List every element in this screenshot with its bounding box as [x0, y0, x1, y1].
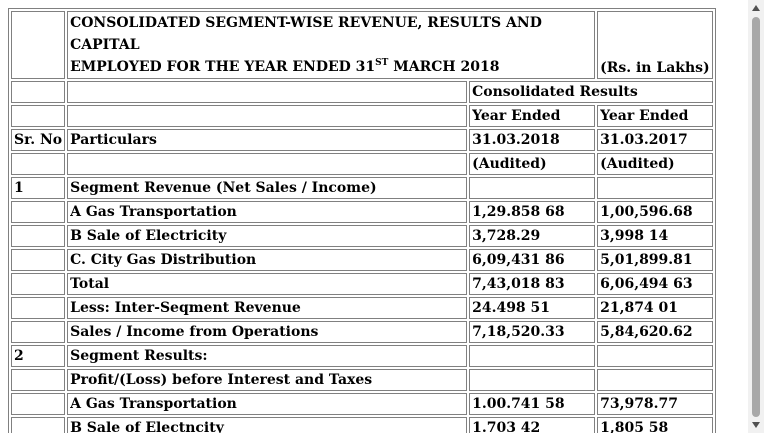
- row-value-2018: 3,728.29: [469, 225, 596, 247]
- col-year-ended-2017: Year Ended: [597, 105, 713, 127]
- row-particular: B Sale of Electricity: [67, 225, 468, 247]
- title-text: EMPLOYED FOR THE YEAR ENDED 31: [70, 59, 376, 75]
- table-row: Profit/(Loss) before Interest and Taxes: [11, 369, 713, 391]
- scrollbar-thumb[interactable]: [752, 17, 760, 417]
- row-particular: A Gas Transportation: [67, 393, 468, 415]
- table-row: A Gas Transportation 1,29.858 68 1,00,596.…: [11, 201, 713, 223]
- row-value-2017: [597, 345, 713, 367]
- group-header-row: Consolidated Results: [11, 81, 713, 103]
- row-value-2018: 1.00.741 58: [469, 393, 596, 415]
- table-row: 2 Segment Results:: [11, 345, 713, 367]
- empty-cell: [11, 11, 66, 79]
- col-audited-2018: (Audited): [469, 153, 596, 175]
- row-value-2018: 1,29.858 68: [469, 201, 596, 223]
- col-year-ended-2018: Year Ended: [469, 105, 596, 127]
- row-value-2017: [597, 177, 713, 199]
- table-row: C. City Gas Distribution 6,09,431 86 5,01,…: [11, 249, 713, 271]
- row-sr-no: 2: [11, 345, 66, 367]
- row-value-2017: 73,978.77: [597, 393, 713, 415]
- table-row: Sales / Income from Operations 7,18,520.3…: [11, 321, 713, 343]
- table-row: Total 7,43,018 83 6,06,494 63: [11, 273, 713, 295]
- report-title-line-1: CONSOLIDATED SEGMENT-WISE REVENUE, RESUL…: [70, 15, 542, 53]
- row-value-2018: [469, 177, 596, 199]
- year-ended-row: Year Ended Year Ended: [11, 105, 713, 127]
- row-sr-no: [11, 417, 66, 433]
- row-value-2018: 24.498 51: [469, 297, 596, 319]
- row-particular: Segment Revenue (Net Sales / Income): [67, 177, 468, 199]
- vertical-scrollbar[interactable]: [748, 0, 764, 433]
- row-value-2018: 1.703 42: [469, 417, 596, 433]
- table-row: A Gas Transportation 1.00.741 58 73,978.77: [11, 393, 713, 415]
- row-particular: Less: Inter-Seqment Revenue: [67, 297, 468, 319]
- col-audited-2017: (Audited): [597, 153, 713, 175]
- row-value-2018: 7,43,018 83: [469, 273, 596, 295]
- row-sr-no: [11, 321, 66, 343]
- row-sr-no: [11, 225, 66, 247]
- empty-cell: [11, 105, 66, 127]
- row-sr-no: [11, 393, 66, 415]
- row-value-2017: 5,01,899.81: [597, 249, 713, 271]
- data-rows: 1 Segment Revenue (Net Sales / Income) A G…: [11, 177, 713, 433]
- unit-label: (Rs. in Lakhs): [597, 11, 713, 79]
- title-text-end: MARCH 2018: [388, 59, 500, 75]
- col-sr-no: Sr. No: [11, 129, 66, 151]
- row-particular: B Sale of Electncity: [67, 417, 468, 433]
- title-superscript: ST: [375, 58, 389, 68]
- row-sr-no: [11, 297, 66, 319]
- row-value-2018: 7,18,520.33: [469, 321, 596, 343]
- scroll-down-arrow-icon[interactable]: [752, 422, 760, 428]
- row-particular: Segment Results:: [67, 345, 468, 367]
- row-particular: Total: [67, 273, 468, 295]
- empty-cell: [67, 105, 468, 127]
- row-sr-no: 1: [11, 177, 66, 199]
- table-row: Less: Inter-Seqment Revenue 24.498 51 21,8…: [11, 297, 713, 319]
- row-value-2018: [469, 345, 596, 367]
- row-value-2017: 21,874 01: [597, 297, 713, 319]
- group-header: Consolidated Results: [469, 81, 713, 103]
- empty-cell: [67, 153, 468, 175]
- table-row: B Sale of Electncity 1.703 42 1,805 58: [11, 417, 713, 433]
- row-sr-no: [11, 249, 66, 271]
- report-title: CONSOLIDATED SEGMENT-WISE REVENUE, RESUL…: [67, 11, 596, 79]
- row-value-2017: 5,84,620.62: [597, 321, 713, 343]
- row-particular: Profit/(Loss) before Interest and Taxes: [67, 369, 468, 391]
- document-viewport: CONSOLIDATED SEGMENT-WISE REVENUE, RESUL…: [8, 8, 716, 433]
- report-title-line-2: EMPLOYED FOR THE YEAR ENDED 31ST MARCH 2…: [70, 56, 592, 78]
- scroll-up-arrow-icon[interactable]: [752, 5, 760, 11]
- row-value-2017: 3,998 14: [597, 225, 713, 247]
- table-row: B Sale of Electricity 3,728.29 3,998 14: [11, 225, 713, 247]
- empty-cell: [11, 81, 66, 103]
- row-value-2017: 6,06,494 63: [597, 273, 713, 295]
- row-sr-no: [11, 369, 66, 391]
- row-sr-no: [11, 273, 66, 295]
- row-particular: Sales / Income from Operations: [67, 321, 468, 343]
- row-value-2017: [597, 369, 713, 391]
- row-particular: A Gas Transportation: [67, 201, 468, 223]
- row-value-2018: [469, 369, 596, 391]
- table-row: 1 Segment Revenue (Net Sales / Income): [11, 177, 713, 199]
- segment-report-table: CONSOLIDATED SEGMENT-WISE REVENUE, RESUL…: [8, 8, 716, 433]
- row-value-2018: 6,09,431 86: [469, 249, 596, 271]
- row-value-2017: 1,00,596.68: [597, 201, 713, 223]
- empty-cell: [67, 81, 468, 103]
- row-sr-no: [11, 201, 66, 223]
- row-particular: C. City Gas Distribution: [67, 249, 468, 271]
- audited-row: (Audited) (Audited): [11, 153, 713, 175]
- col-date-2017: 31.03.2017: [597, 129, 713, 151]
- empty-cell: [11, 153, 66, 175]
- column-header-row: Sr. No Particulars 31.03.2018 31.03.2017: [11, 129, 713, 151]
- row-value-2017: 1,805 58: [597, 417, 713, 433]
- title-row: CONSOLIDATED SEGMENT-WISE REVENUE, RESUL…: [11, 11, 713, 79]
- col-particulars: Particulars: [67, 129, 468, 151]
- col-date-2018: 31.03.2018: [469, 129, 596, 151]
